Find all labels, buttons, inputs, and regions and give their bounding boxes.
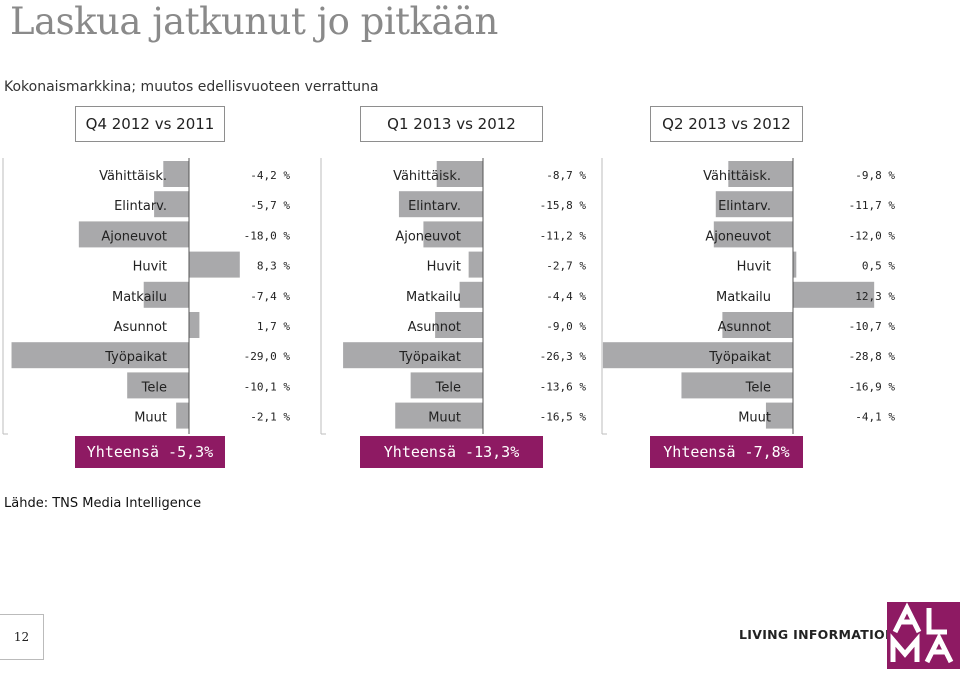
category-label: Työpaikat <box>398 350 461 365</box>
bar-2 <box>715 191 793 218</box>
value-label: -18,0 % <box>244 229 291 242</box>
value-label: 0,5 % <box>862 260 895 273</box>
value-label: -9,0 % <box>546 320 586 333</box>
chart-panel-1: Vähittäisk. -4,2 % Elintarv. -5,7 % Ajoneuvo… <box>2 158 291 435</box>
value-label: -9,8 % <box>855 169 895 182</box>
value-label: -5,7 % <box>250 199 290 212</box>
category-label: Elintarv. <box>408 199 461 214</box>
value-label: -13,6 % <box>540 380 587 393</box>
footer-tagline: LIVING INFORMATION <box>739 627 896 642</box>
bar-charts: Vähittäisk. -4,2 % Elintarv. -5,7 % Ajoneuvo… <box>2 158 896 435</box>
alma-logo-icon <box>890 602 954 664</box>
category-label: Asunnot <box>718 320 771 335</box>
category-label: Vähittäisk. <box>99 169 167 184</box>
category-label: Vähittäisk. <box>703 169 771 184</box>
bar-8 <box>127 372 189 399</box>
period-label-q2-2013: Q2 2013 vs 2012 <box>650 106 803 142</box>
value-label: -26,3 % <box>540 350 587 363</box>
value-label: -2,1 % <box>250 411 290 424</box>
bar-4 <box>468 251 483 278</box>
total-badge-q1-2013: Yhteensä -13,3% <box>360 436 543 468</box>
category-label: Asunnot <box>114 320 167 335</box>
value-label: -4,1 % <box>855 411 895 424</box>
chart-panel-2: Vähittäisk. -8,7 % Elintarv. -15,8 % Ajoneuv… <box>320 158 587 435</box>
bar-6 <box>435 312 483 338</box>
bar-3 <box>423 221 483 248</box>
bar-8 <box>681 372 793 399</box>
value-label: -4,4 % <box>546 290 586 303</box>
category-label: Ajoneuvot <box>395 229 461 244</box>
bar-2 <box>398 191 483 218</box>
bar-8 <box>410 372 483 399</box>
total-badge-q4-2012: Yhteensä -5,3% <box>75 436 225 468</box>
category-label: Tele <box>435 380 461 395</box>
alma-logo <box>887 602 960 669</box>
category-label: Tele <box>745 380 771 395</box>
bar-5 <box>459 281 483 308</box>
value-label: -12,0 % <box>849 229 896 242</box>
category-label: Matkailu <box>112 290 167 305</box>
page-title: Laskua jatkunut jo pitkään <box>10 0 498 43</box>
category-label: Asunnot <box>408 320 461 335</box>
bar-7 <box>343 342 483 369</box>
category-label: Elintarv. <box>718 199 771 214</box>
category-label: Huvit <box>133 260 167 275</box>
value-label: -16,5 % <box>540 411 587 424</box>
bar-2 <box>154 191 189 218</box>
category-label: Huvit <box>737 260 771 275</box>
category-label: Elintarv. <box>114 199 167 214</box>
value-label: -2,7 % <box>546 260 586 273</box>
bar-3 <box>78 221 189 248</box>
bar-4 <box>793 251 797 278</box>
bar-9 <box>765 402 793 429</box>
period-label-q1-2013: Q1 2013 vs 2012 <box>360 106 543 142</box>
category-label: Tele <box>141 380 167 395</box>
page-number: 12 <box>0 614 44 660</box>
chart-panel-3: Vähittäisk. -9,8 % Elintarv. -11,7 % Ajoneuv… <box>601 158 896 435</box>
bar-1 <box>163 161 189 187</box>
bar-7 <box>11 342 189 369</box>
value-label: -10,7 % <box>849 320 896 333</box>
value-label: -28,8 % <box>849 350 896 363</box>
value-label: -15,8 % <box>540 199 587 212</box>
value-label: -8,7 % <box>546 169 586 182</box>
bar-1 <box>728 161 793 187</box>
bar-9 <box>176 402 189 429</box>
category-label: Vähittäisk. <box>393 169 461 184</box>
category-label: Ajoneuvot <box>101 229 167 244</box>
bar-9 <box>395 402 483 429</box>
category-label: Muut <box>428 411 461 426</box>
value-label: -11,2 % <box>540 229 587 242</box>
category-label: Työpaikat <box>708 350 771 365</box>
category-label: Työpaikat <box>104 350 167 365</box>
source-note: Lähde: TNS Media Intelligence <box>4 496 202 511</box>
bar-5 <box>793 281 875 308</box>
category-label: Muut <box>738 411 771 426</box>
value-label: -16,9 % <box>849 380 896 393</box>
bar-4 <box>189 251 240 278</box>
value-label: 1,7 % <box>257 320 290 333</box>
bar-6 <box>189 312 200 338</box>
category-label: Matkailu <box>716 290 771 305</box>
bar-6 <box>722 312 793 338</box>
bar-7 <box>602 342 793 369</box>
bar-1 <box>436 161 483 187</box>
value-label: -10,1 % <box>244 380 291 393</box>
value-label: 12,3 % <box>855 290 895 303</box>
bar-5 <box>143 281 189 308</box>
value-label: -7,4 % <box>250 290 290 303</box>
value-label: -11,7 % <box>849 199 896 212</box>
bar-3 <box>713 221 793 248</box>
value-label: -29,0 % <box>244 350 291 363</box>
value-label: 8,3 % <box>257 260 290 273</box>
value-label: -4,2 % <box>250 169 290 182</box>
total-badge-q2-2013: Yhteensä -7,8% <box>650 436 803 468</box>
category-label: Huvit <box>427 260 461 275</box>
category-label: Matkailu <box>406 290 461 305</box>
page-subtitle: Kokonaismarkkina; muutos edellisvuoteen … <box>4 79 379 95</box>
period-label-q4-2012: Q4 2012 vs 2011 <box>75 106 225 142</box>
category-label: Ajoneuvot <box>705 229 771 244</box>
category-label: Muut <box>134 411 167 426</box>
